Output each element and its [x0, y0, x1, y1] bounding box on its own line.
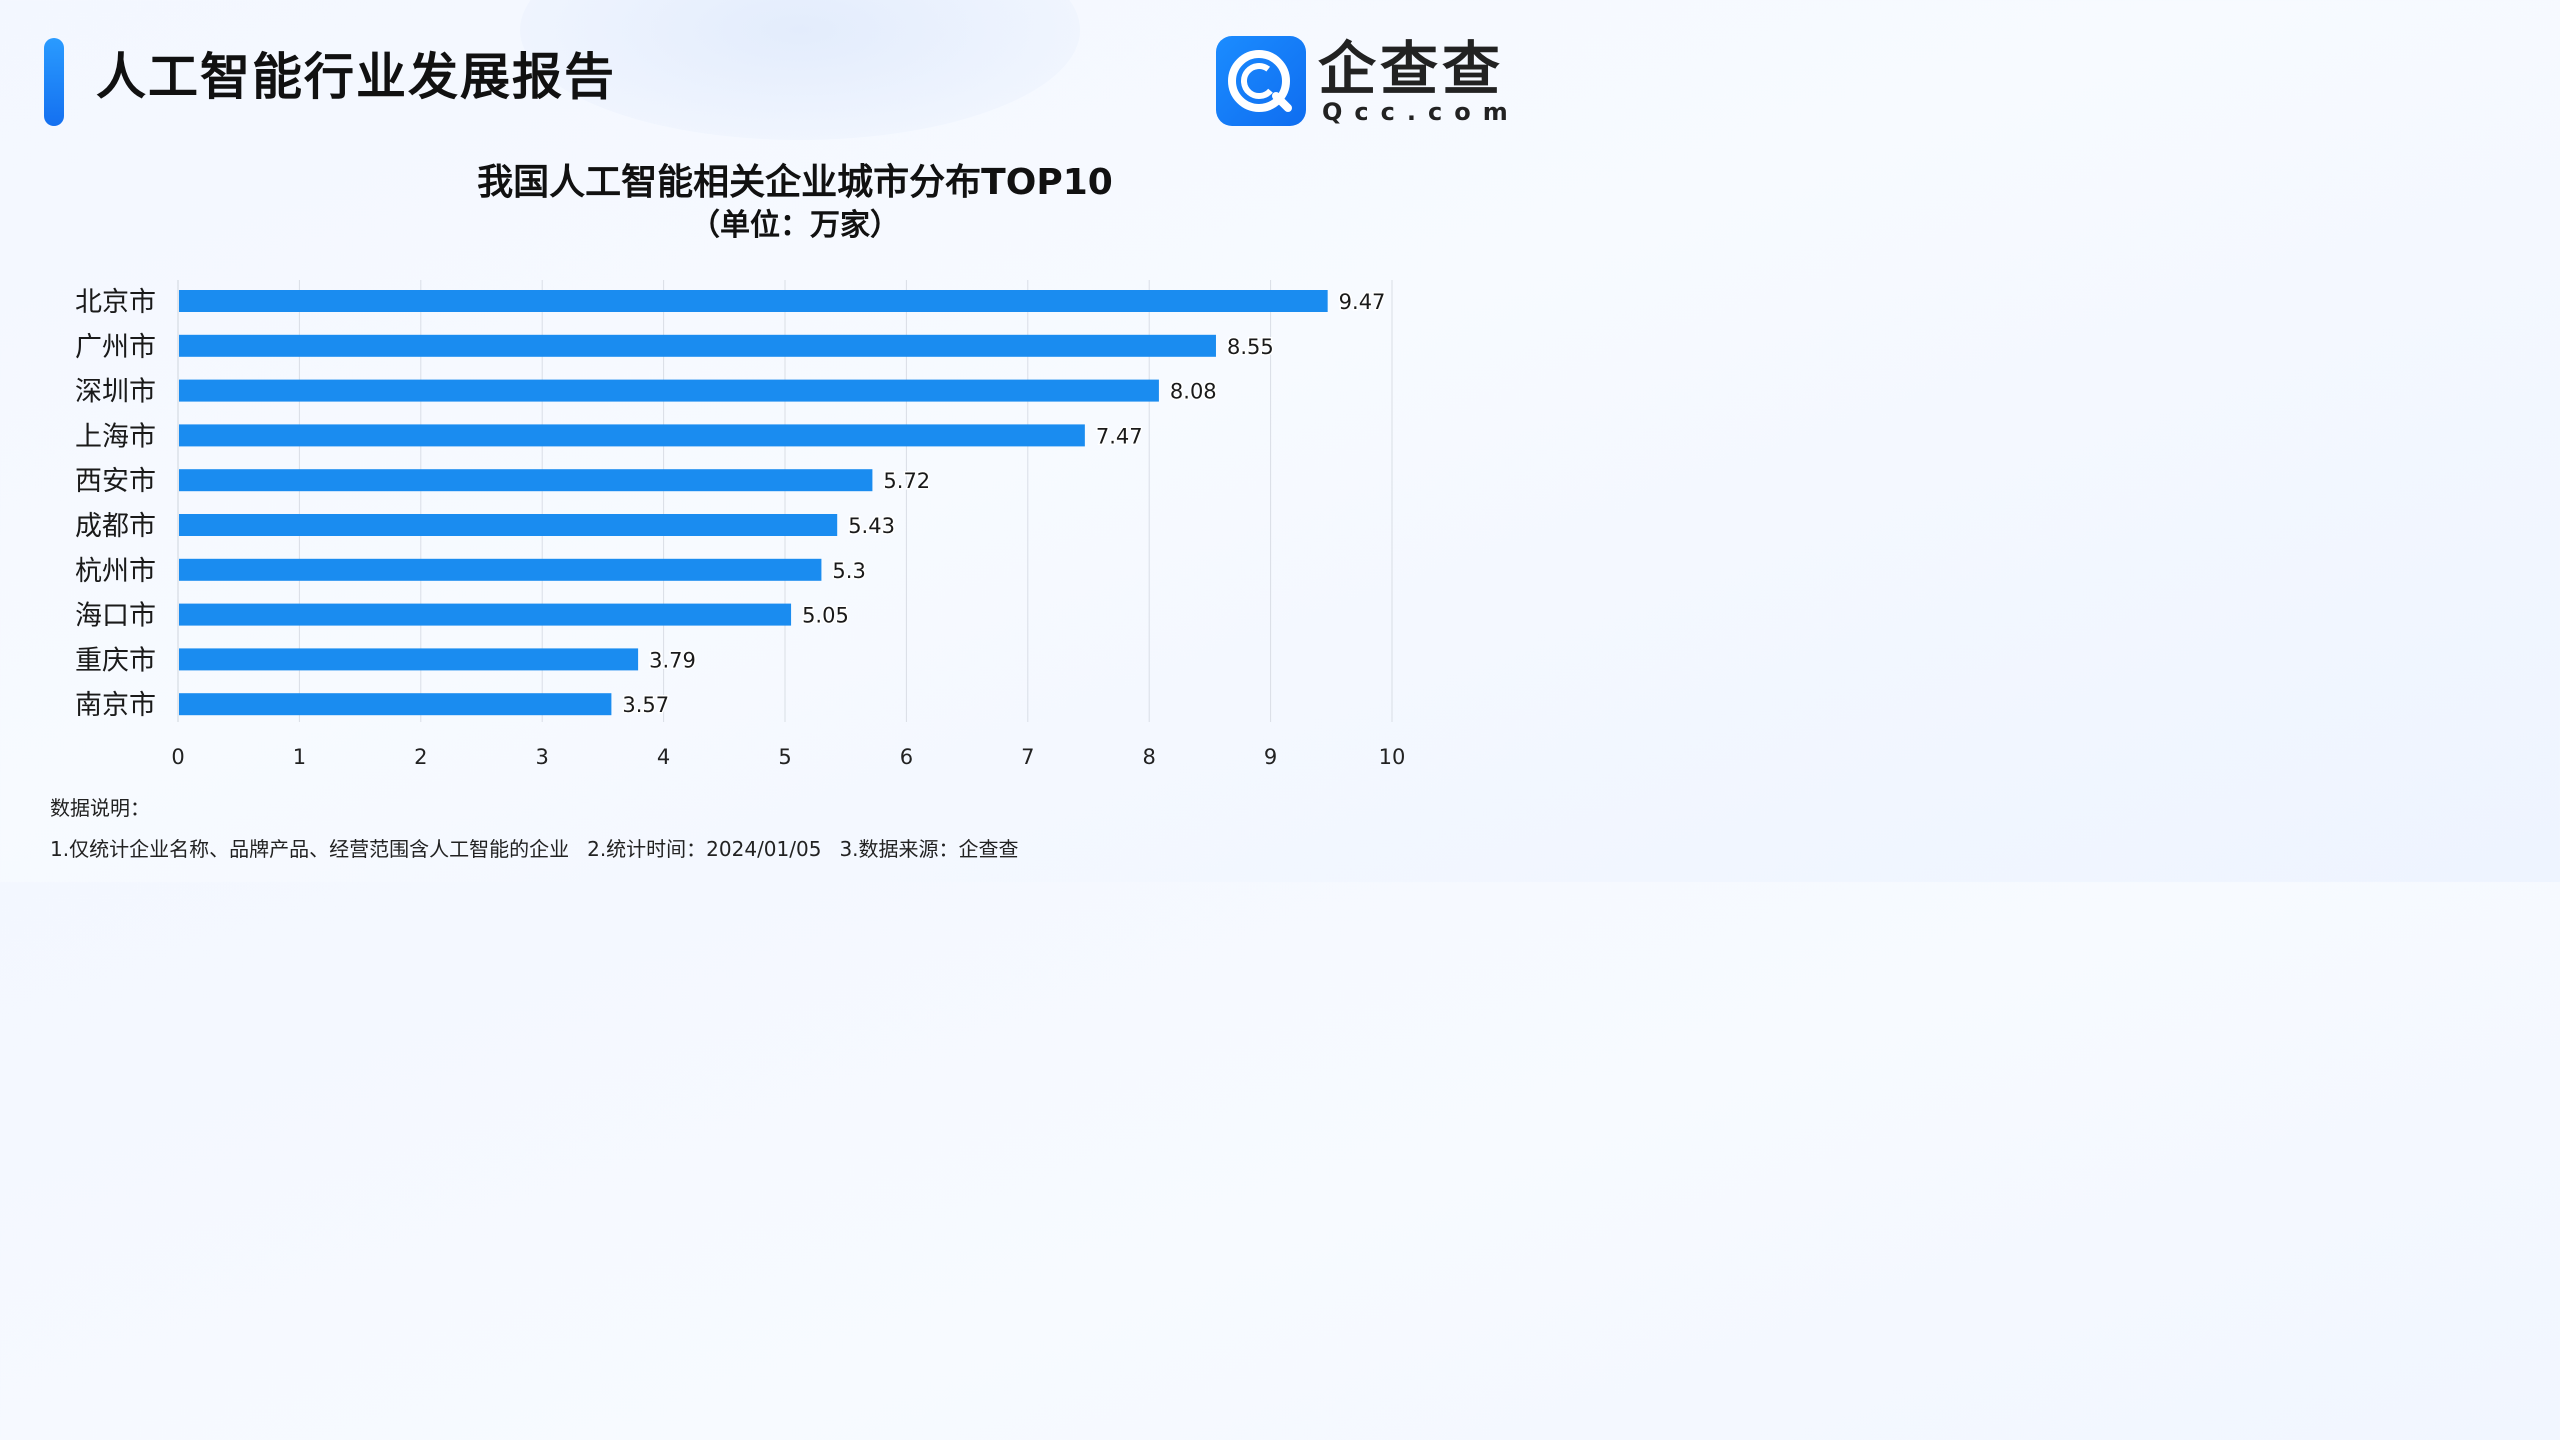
report-title: 人工智能行业发展报告	[96, 48, 616, 106]
bar	[179, 424, 1085, 447]
x-tick-label: 4	[657, 745, 670, 769]
data-label: 5.3	[832, 559, 865, 583]
title-accent-bar	[44, 38, 64, 126]
bar-chart: 0 1 2 3 4 5 6 7 8 9 10 北京市 9.47 广州市 8.55 深圳市 8.08 上海市 7.47…	[75, 280, 1406, 769]
x-tick-label: 3	[536, 745, 549, 769]
x-tick-label: 9	[1264, 745, 1277, 769]
category-label: 广州市	[75, 332, 156, 363]
notes-line: 1.仅统计企业名称、品牌产品、经营范围含人工智能的企业 2.统计时间：2024/0…	[50, 834, 1019, 864]
bar	[179, 469, 873, 492]
x-tick-label: 10	[1379, 745, 1406, 769]
x-tick-label: 8	[1143, 745, 1156, 769]
note-item: 3.数据来源：企查查	[839, 837, 1019, 861]
data-label: 5.05	[802, 604, 849, 628]
category-label: 西安市	[75, 466, 156, 497]
data-label: 8.08	[1170, 380, 1217, 404]
x-tick-label: 5	[778, 745, 791, 769]
category-label: 海口市	[75, 601, 156, 632]
category-label: 北京市	[75, 287, 156, 318]
x-tick-label: 2	[414, 745, 427, 769]
logo-wordmark-cn: 企查查	[1318, 35, 1505, 103]
category-label: 重庆市	[75, 645, 156, 676]
category-label: 深圳市	[75, 377, 156, 408]
category-label: 上海市	[75, 421, 156, 452]
note-item: 2.统计时间：2024/01/05	[587, 837, 822, 861]
bar	[179, 379, 1159, 402]
bar	[179, 693, 612, 716]
bar	[179, 514, 838, 536]
data-label: 8.55	[1227, 335, 1274, 359]
chart-title: 我国人工智能相关企业城市分布TOP10	[477, 162, 1113, 203]
x-tick-label: 6	[900, 745, 913, 769]
category-label: 杭州市	[75, 556, 156, 587]
chart-subtitle: （单位：万家）	[690, 208, 900, 243]
bar	[179, 603, 792, 626]
data-label: 5.72	[883, 469, 930, 493]
data-label: 7.47	[1096, 424, 1143, 448]
bar	[179, 648, 639, 671]
note-item: 1.仅统计企业名称、品牌产品、经营范围含人工智能的企业	[50, 837, 570, 861]
data-label: 5.43	[848, 514, 895, 538]
data-label: 3.79	[649, 648, 696, 672]
x-tick-label: 7	[1021, 745, 1034, 769]
bar	[179, 558, 822, 581]
bar	[179, 290, 1328, 312]
data-label: 9.47	[1339, 290, 1386, 314]
bar	[179, 334, 1216, 357]
category-label: 成都市	[75, 511, 156, 542]
qcc-logo-icon	[1216, 36, 1306, 126]
notes-heading: 数据说明：	[50, 796, 150, 820]
logo-wordmark-en: Qcc.com	[1322, 98, 1520, 126]
data-label: 3.57	[622, 693, 669, 717]
x-tick-label: 0	[171, 745, 184, 769]
x-tick-label: 1	[293, 745, 306, 769]
category-label: 南京市	[75, 690, 156, 721]
